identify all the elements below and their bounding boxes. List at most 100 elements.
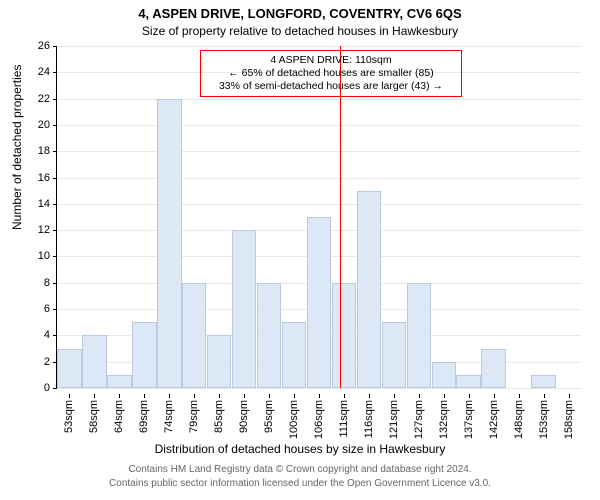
histogram-bar: [182, 283, 206, 388]
x-tick-label: 121sqm: [388, 400, 400, 439]
x-tick: [144, 394, 145, 398]
y-tick-label: 24: [38, 66, 50, 78]
attribution-line-2: Contains public sector information licen…: [0, 478, 600, 489]
x-tick: [269, 394, 270, 398]
x-tick: [219, 394, 220, 398]
histogram-bar: [357, 191, 381, 388]
annotation-line: 4 ASPEN DRIVE: 110sqm: [205, 54, 457, 67]
histogram-bar: [531, 375, 555, 388]
y-tick-label: 22: [38, 93, 50, 105]
annotation-line: ← 65% of detached houses are smaller (85…: [205, 67, 457, 80]
y-tick-label: 6: [44, 303, 50, 315]
y-tick: [53, 335, 57, 336]
x-tick-label: 116sqm: [363, 400, 375, 438]
x-tick: [169, 394, 170, 398]
histogram-bar: [207, 335, 231, 388]
x-tick: [569, 394, 570, 398]
x-tick-label: 53sqm: [63, 400, 75, 433]
x-tick-label: 79sqm: [188, 400, 200, 433]
y-tick-label: 26: [38, 40, 50, 52]
y-tick-label: 8: [44, 277, 50, 289]
y-tick: [53, 151, 57, 152]
y-tick-label: 12: [38, 224, 50, 236]
y-tick-label: 0: [44, 382, 50, 394]
y-tick: [53, 125, 57, 126]
histogram-bar: [282, 322, 306, 388]
x-tick: [394, 394, 395, 398]
gridline: [57, 125, 581, 126]
attribution-line-1: Contains HM Land Registry data © Crown c…: [0, 464, 600, 475]
x-tick-label: 100sqm: [288, 400, 300, 439]
y-tick: [53, 309, 57, 310]
y-tick: [53, 46, 57, 47]
x-tick-label: 64sqm: [113, 400, 125, 433]
histogram-bar: [232, 230, 256, 388]
x-tick: [369, 394, 370, 398]
x-tick-label: 158sqm: [563, 400, 575, 439]
histogram-bar: [432, 362, 456, 388]
x-tick-label: 106sqm: [313, 400, 325, 439]
gridline: [57, 204, 581, 205]
x-tick-label: 142sqm: [488, 400, 500, 439]
histogram-bar: [257, 283, 281, 388]
histogram-bar: [307, 217, 331, 388]
x-tick-label: 132sqm: [438, 400, 450, 439]
x-tick-label: 137sqm: [463, 400, 475, 439]
x-tick: [544, 394, 545, 398]
x-tick-label: 127sqm: [413, 400, 425, 439]
x-tick: [69, 394, 70, 398]
y-tick: [53, 178, 57, 179]
x-tick: [494, 394, 495, 398]
y-tick: [53, 283, 57, 284]
x-tick-label: 85sqm: [213, 400, 225, 433]
y-tick: [53, 204, 57, 205]
gridline: [57, 151, 581, 152]
y-tick-label: 18: [38, 145, 50, 157]
gridline: [57, 178, 581, 179]
gridline: [57, 99, 581, 100]
x-axis-label: Distribution of detached houses by size …: [0, 442, 600, 456]
x-tick-label: 148sqm: [513, 400, 525, 439]
gridline: [57, 388, 581, 389]
x-tick-label: 90sqm: [238, 400, 250, 433]
histogram-bar: [157, 99, 181, 388]
y-tick-label: 20: [38, 119, 50, 131]
x-tick: [244, 394, 245, 398]
x-tick: [94, 394, 95, 398]
y-tick-label: 10: [38, 250, 50, 262]
histogram-bar: [481, 349, 505, 388]
x-tick: [469, 394, 470, 398]
x-tick: [444, 394, 445, 398]
x-tick-label: 111sqm: [338, 400, 350, 438]
x-tick-label: 58sqm: [88, 400, 100, 433]
chart-title: 4, ASPEN DRIVE, LONGFORD, COVENTRY, CV6 …: [0, 6, 600, 21]
histogram-bar: [57, 349, 81, 388]
y-tick-label: 2: [44, 356, 50, 368]
histogram-bar: [332, 283, 356, 388]
y-tick: [53, 256, 57, 257]
annotation-line: 33% of semi-detached houses are larger (…: [205, 80, 457, 93]
x-tick: [294, 394, 295, 398]
x-tick-label: 95sqm: [263, 400, 275, 433]
histogram-bar: [82, 335, 106, 388]
y-tick-label: 14: [38, 198, 50, 210]
x-tick: [194, 394, 195, 398]
y-tick: [53, 72, 57, 73]
y-tick-label: 16: [38, 172, 50, 184]
x-tick: [119, 394, 120, 398]
x-tick: [344, 394, 345, 398]
x-tick: [519, 394, 520, 398]
histogram-bar: [407, 283, 431, 388]
y-tick-label: 4: [44, 329, 50, 341]
x-tick-label: 153sqm: [538, 400, 550, 439]
histogram-bar: [107, 375, 131, 388]
chart-subtitle: Size of property relative to detached ho…: [0, 24, 600, 38]
gridline: [57, 46, 581, 47]
histogram-bar: [382, 322, 406, 388]
y-tick: [53, 388, 57, 389]
annotation-box: 4 ASPEN DRIVE: 110sqm← 65% of detached h…: [200, 50, 462, 97]
y-tick: [53, 99, 57, 100]
x-tick-label: 69sqm: [138, 400, 150, 433]
y-tick: [53, 230, 57, 231]
histogram-bar: [132, 322, 156, 388]
